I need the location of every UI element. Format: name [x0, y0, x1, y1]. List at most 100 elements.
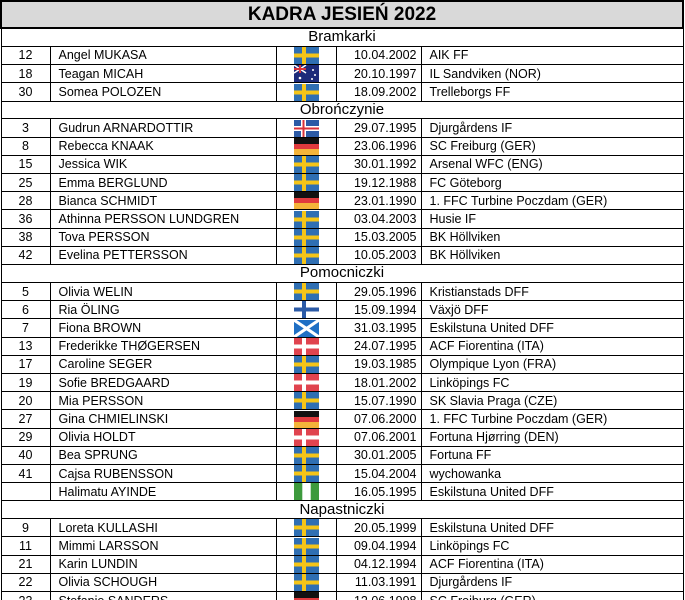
player-name: Loreta KULLASHI — [49, 518, 277, 538]
shirt-number: 12 — [0, 45, 51, 66]
club: AIK FF — [420, 45, 684, 66]
player-row: 15 Jessica WIK 30.01.1992 Arsenal WFC (E… — [0, 154, 684, 175]
birth-date: 15.03.2005 — [335, 227, 422, 247]
flag-sweden-icon — [293, 537, 319, 555]
shirt-number — [0, 482, 51, 502]
shirt-number: 25 — [0, 172, 51, 193]
birth-date: 12.06.1998 — [335, 591, 422, 600]
club: BK Höllviken — [420, 245, 684, 266]
shirt-number: 30 — [0, 82, 51, 102]
club: 1. FFC Turbine Poczdam (GER) — [420, 191, 684, 211]
player-row: 40 Bea SPRUNG 30.01.2005 Fortuna FF — [0, 445, 684, 465]
player-row: 28 Bianca SCHMIDT 23.01.1990 1. FFC Turb… — [0, 191, 684, 211]
player-name: Emma BERGLUND — [49, 172, 277, 193]
flag-sweden-icon — [293, 247, 319, 264]
birth-date: 20.10.1997 — [335, 64, 422, 84]
flag-denmark-icon — [293, 374, 319, 391]
shirt-number: 7 — [0, 318, 51, 338]
birth-date: 20.05.1999 — [335, 518, 422, 538]
birth-date: 24.07.1995 — [335, 336, 422, 356]
flag-sweden-icon — [293, 356, 319, 373]
birth-date: 15.09.1994 — [335, 300, 422, 320]
shirt-number: 8 — [0, 136, 51, 156]
flag-sweden-icon — [293, 47, 319, 64]
club: 1. FFC Turbine Poczdam (GER) — [420, 409, 684, 429]
player-row: 18 Teagan MICAH 20.10.1997 IL Sandviken … — [0, 64, 684, 84]
player-row: 12 Angel MUKASA 10.04.2002 AIK FF — [0, 45, 684, 66]
club: Växjö DFF — [420, 300, 684, 320]
flag-finland-icon — [293, 301, 319, 318]
flag-sweden-icon — [293, 465, 319, 482]
player-name: Fiona BROWN — [49, 318, 277, 338]
player-row: 17 Caroline SEGER 19.03.1985 Olympique L… — [0, 354, 684, 374]
player-name: Gudrun ARNARDOTTIR — [49, 118, 277, 138]
birth-date: 09.04.1994 — [335, 536, 422, 556]
club: wychowanka — [420, 463, 684, 484]
flag-sweden-icon — [293, 229, 319, 246]
player-name: Gina CHMIELINSKI — [49, 409, 277, 429]
section-row: Bramkarki — [0, 27, 684, 47]
birth-date: 30.01.1992 — [335, 154, 422, 175]
shirt-number: 21 — [0, 554, 51, 574]
birth-date: 29.05.1996 — [335, 281, 422, 302]
player-row: 21 Karin LUNDIN 04.12.1994 ACF Fiorentin… — [0, 554, 684, 574]
flag-sweden-icon — [293, 210, 319, 228]
player-name: Frederikke THØGERSEN — [49, 336, 277, 356]
player-name: Ria ÖLING — [49, 300, 277, 320]
club: Husie IF — [420, 209, 684, 229]
flag-sweden-icon — [293, 283, 319, 300]
shirt-number: 6 — [0, 300, 51, 320]
player-name: Olivia WELIN — [49, 281, 277, 302]
player-row: 29 Olivia HOLDT 07.06.2001 Fortuna Hjørr… — [0, 427, 684, 447]
player-row: 8 Rebecca KNAAK 23.06.1996 SC Freiburg (… — [0, 136, 684, 156]
club: Arsenal WFC (ENG) — [420, 154, 684, 175]
player-name: Caroline SEGER — [49, 354, 277, 374]
player-name: Olivia SCHOUGH — [49, 572, 277, 593]
birth-date: 15.04.2004 — [335, 463, 422, 484]
club: Linköpings FC — [420, 536, 684, 556]
club: FC Göteborg — [420, 172, 684, 193]
club: Linköpings FC — [420, 372, 684, 393]
flag-sweden-icon — [293, 556, 319, 573]
club: IL Sandviken (NOR) — [420, 64, 684, 84]
birth-date: 10.05.2003 — [335, 245, 422, 266]
flag-denmark-icon — [293, 338, 319, 355]
section-title: Pomocniczki — [0, 264, 684, 283]
player-row: 5 Olivia WELIN 29.05.1996 Kristianstads … — [0, 281, 684, 302]
flag-sweden-icon — [293, 574, 319, 591]
player-row: 42 Evelina PETTERSSON 10.05.2003 BK Höll… — [0, 245, 684, 266]
player-name: Halimatu AYINDE — [49, 482, 277, 502]
flag-scotland-icon — [293, 319, 319, 337]
birth-date: 07.06.2001 — [335, 427, 422, 447]
section-title: Napastniczki — [0, 500, 684, 520]
section-row: Napastniczki — [0, 500, 684, 520]
player-name: Cajsa RUBENSSON — [49, 463, 277, 484]
club: Eskilstuna United DFF — [420, 482, 684, 502]
shirt-number: 13 — [0, 336, 51, 356]
birth-date: 19.03.1985 — [335, 354, 422, 374]
player-row: 7 Fiona BROWN 31.03.1995 Eskilstuna Unit… — [0, 318, 684, 338]
player-row: 38 Tova PERSSON 15.03.2005 BK Höllviken — [0, 227, 684, 247]
shirt-number: 11 — [0, 536, 51, 556]
shirt-number: 41 — [0, 463, 51, 484]
section-title: Obrończynie — [0, 100, 684, 120]
player-name: Tova PERSSON — [49, 227, 277, 247]
club: SC Freiburg (GER) — [420, 136, 684, 156]
club: ACF Fiorentina (ITA) — [420, 554, 684, 574]
player-row: 41 Cajsa RUBENSSON 15.04.2004 wychowanka — [0, 463, 684, 484]
player-name: Stefanie SANDERS — [49, 591, 277, 600]
shirt-number: 28 — [0, 191, 51, 211]
player-row: 22 Olivia SCHOUGH 11.03.1991 Djurgårdens… — [0, 572, 684, 593]
club: BK Höllviken — [420, 227, 684, 247]
section-row: Obrończynie — [0, 100, 684, 120]
club: SC Freiburg (GER) — [420, 591, 684, 600]
shirt-number: 29 — [0, 427, 51, 447]
player-row: 6 Ria ÖLING 15.09.1994 Växjö DFF — [0, 300, 684, 320]
sheet-title: KADRA JESIEŃ 2022 — [0, 0, 684, 29]
club: Kristianstads DFF — [420, 281, 684, 302]
birth-date: 29.07.1995 — [335, 118, 422, 138]
club: Eskilstuna United DFF — [420, 518, 684, 538]
club: Fortuna FF — [420, 445, 684, 465]
